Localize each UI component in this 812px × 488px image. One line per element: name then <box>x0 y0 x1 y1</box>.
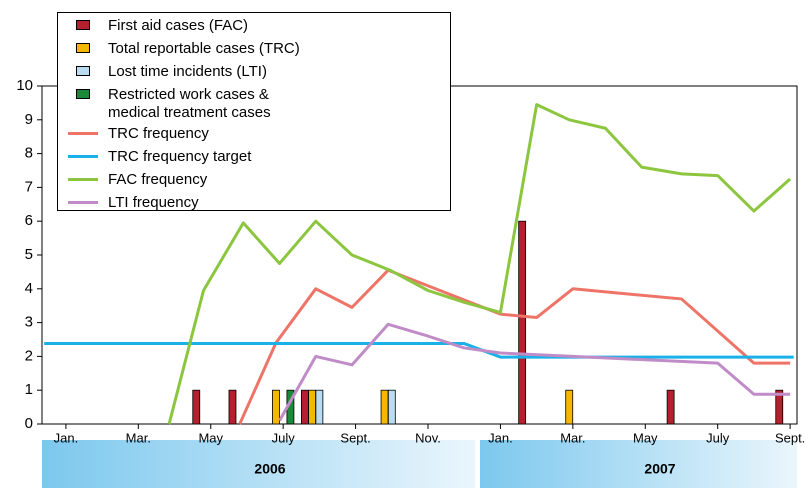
legend-label: Restricted work cases & medical treatmen… <box>108 86 271 121</box>
legend-swatch <box>68 125 98 143</box>
legend-label: LTI frequency <box>108 194 199 211</box>
bar <box>300 389 309 425</box>
legend-item: Lost time incidents (LTI) <box>68 63 450 81</box>
legend-key <box>76 89 90 99</box>
legend-item: Restricted work cases & medical treatmen… <box>68 86 450 122</box>
x-tick-label: May <box>633 430 658 445</box>
legend-label: TRC frequency target <box>108 148 252 165</box>
bar <box>775 389 784 425</box>
legend-item: FAC frequency <box>68 171 450 189</box>
bar <box>272 389 280 425</box>
bar <box>518 220 527 425</box>
bar <box>315 389 324 425</box>
legend-item: First aid cases (FAC) <box>68 17 450 35</box>
x-tick-label: Jan. <box>488 430 513 445</box>
bar <box>565 389 574 425</box>
legend-key <box>68 132 98 135</box>
x-tick-label: Nov. <box>415 430 441 445</box>
y-tick-label: 0 <box>25 415 33 432</box>
y-tick-label: 9 <box>25 111 33 128</box>
legend-swatch <box>68 86 98 104</box>
x-tick-label: May <box>198 430 223 445</box>
bar <box>666 389 675 425</box>
legend-swatch <box>68 40 98 58</box>
y-tick-label: 8 <box>25 145 33 162</box>
legend-swatch <box>68 194 98 212</box>
y-tick-label: 6 <box>25 212 33 229</box>
y-tick-label: 10 <box>16 77 33 94</box>
legend-label: Total reportable cases (TRC) <box>108 40 300 57</box>
y-tick-label: 1 <box>25 381 33 398</box>
legend: First aid cases (FAC) Total reportable ca… <box>57 12 451 211</box>
y-tick-label: 7 <box>25 178 33 195</box>
legend-label: TRC frequency <box>108 125 209 142</box>
y-tick-label: 4 <box>25 280 33 297</box>
legend-swatch <box>68 148 98 166</box>
legend-label: First aid cases (FAC) <box>108 17 249 34</box>
bar <box>308 389 317 425</box>
bar <box>192 389 201 425</box>
legend-item: TRC frequency <box>68 125 450 143</box>
bar <box>387 389 396 425</box>
legend-label: Lost time incidents (LTI) <box>108 63 267 80</box>
legend-key <box>76 66 90 76</box>
year-label: 2007 <box>644 461 675 477</box>
x-tick-label: Mar. <box>560 430 585 445</box>
plot-area <box>44 103 794 425</box>
x-tick-label: July <box>706 430 730 445</box>
y-tick-label: 3 <box>25 314 33 331</box>
bar <box>380 389 389 425</box>
legend-swatch <box>68 63 98 81</box>
line-series <box>238 268 791 425</box>
x-tick-label: Sept. <box>340 430 370 445</box>
line-series <box>44 342 794 359</box>
year-band <box>480 440 797 488</box>
line-series <box>167 103 792 425</box>
legend-item: TRC frequency target <box>68 148 450 166</box>
x-tick-label: July <box>272 430 296 445</box>
year-label: 2006 <box>254 461 285 477</box>
bar <box>228 389 237 425</box>
legend-item: Total reportable cases (TRC) <box>68 40 450 58</box>
x-tick-label: Mar. <box>126 430 151 445</box>
x-tick-label: Sept. <box>775 430 805 445</box>
legend-label: FAC frequency <box>108 171 208 188</box>
y-tick-label: 2 <box>25 347 33 364</box>
x-tick-label: Jan. <box>54 430 79 445</box>
legend-key <box>68 201 98 204</box>
line-series <box>278 322 791 422</box>
legend-key <box>76 20 90 30</box>
legend-item: LTI frequency <box>68 194 450 212</box>
legend-key <box>68 178 98 181</box>
legend-swatch <box>68 171 98 189</box>
y-tick-label: 5 <box>25 246 33 263</box>
legend-swatch <box>68 17 98 35</box>
year-band <box>42 440 475 488</box>
legend-key <box>76 43 90 53</box>
legend-key <box>68 155 98 158</box>
